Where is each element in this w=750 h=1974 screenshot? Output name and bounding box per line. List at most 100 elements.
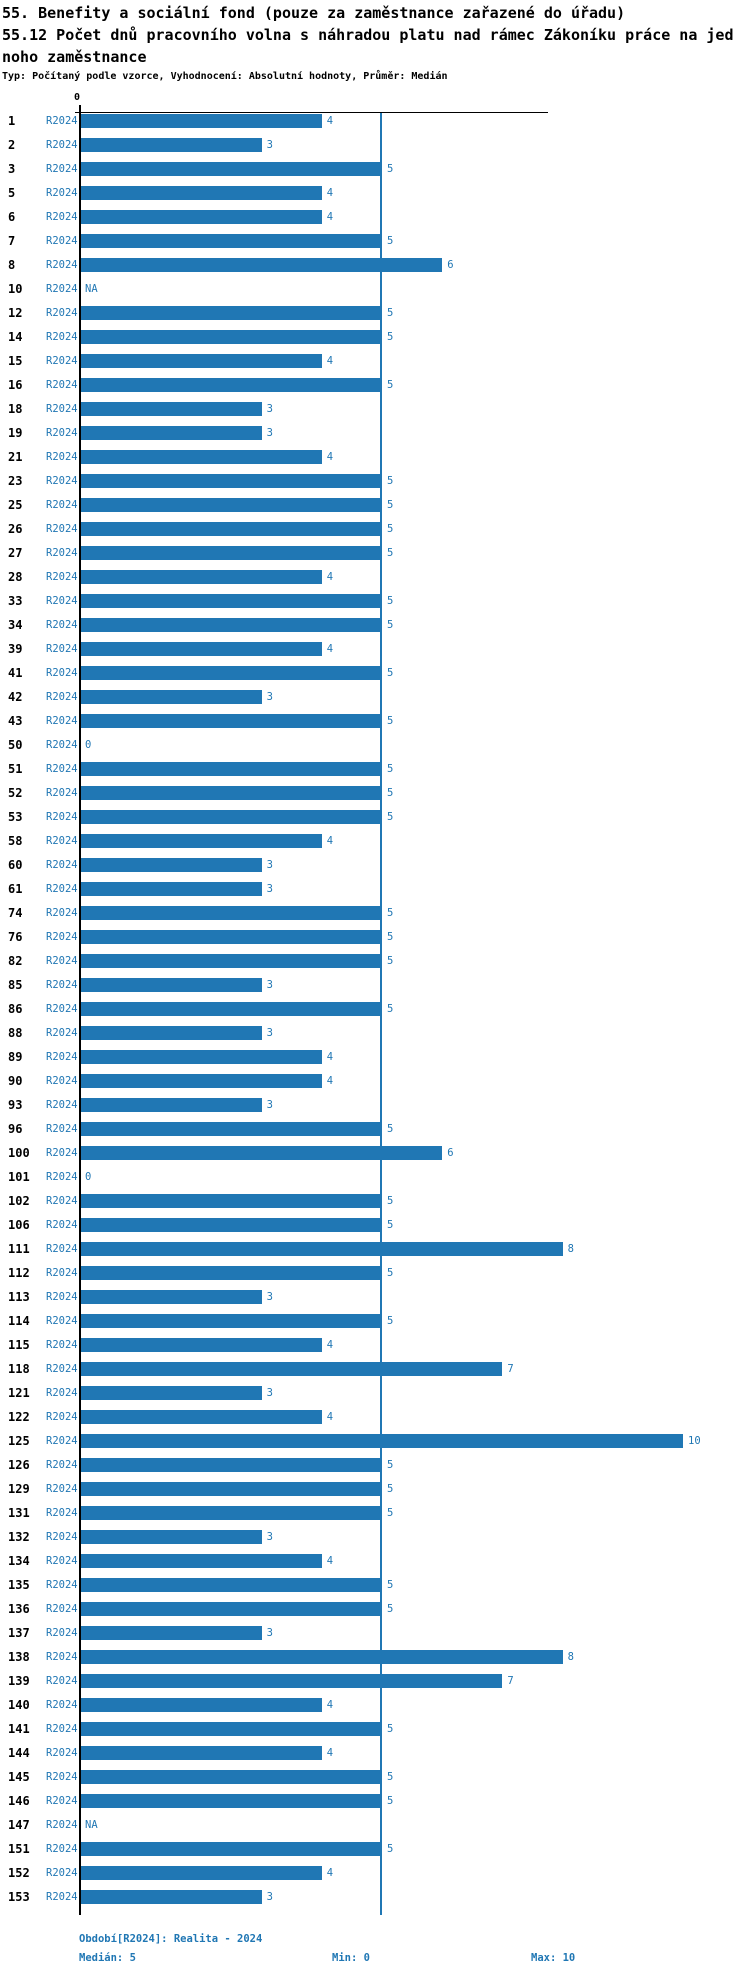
bar-row: 16 R2024 5 <box>0 373 750 397</box>
bar[interactable] <box>81 1482 382 1496</box>
bar[interactable] <box>81 546 382 560</box>
bar[interactable] <box>81 114 322 128</box>
bar[interactable] <box>81 858 262 872</box>
bar-value-label: 4 <box>326 211 334 223</box>
bar-row: 111 R2024 8 <box>0 1237 750 1261</box>
bar[interactable] <box>81 186 322 200</box>
bar-value-label: 3 <box>266 883 273 895</box>
row-period-label: R2024 <box>46 1387 78 1399</box>
bar[interactable] <box>81 1794 382 1808</box>
row-period-label: R2024 <box>46 1291 78 1303</box>
bar[interactable] <box>81 1338 322 1352</box>
bar[interactable] <box>81 162 382 176</box>
bar[interactable] <box>81 810 382 824</box>
bar[interactable] <box>81 354 322 368</box>
bar[interactable] <box>81 1554 322 1568</box>
bar[interactable] <box>81 1146 443 1160</box>
bar[interactable] <box>81 1458 382 1472</box>
bar[interactable] <box>81 762 382 776</box>
row-period-label: R2024 <box>46 1891 78 1903</box>
bar[interactable] <box>81 258 443 272</box>
bar[interactable] <box>81 1434 683 1448</box>
row-period-label: R2024 <box>46 379 78 391</box>
bar[interactable] <box>81 714 382 728</box>
bar[interactable] <box>81 1578 382 1592</box>
bar[interactable] <box>81 426 262 440</box>
row-id-label: 58 <box>8 834 23 848</box>
bar[interactable] <box>81 330 382 344</box>
bar-row: 152 R2024 4 <box>0 1861 750 1885</box>
bar[interactable] <box>81 1842 382 1856</box>
bar[interactable] <box>81 1650 563 1664</box>
bar[interactable] <box>81 978 262 992</box>
bar[interactable] <box>81 1722 382 1736</box>
row-period-label: R2024 <box>46 1027 78 1039</box>
row-id-label: 96 <box>8 1122 23 1136</box>
bar[interactable] <box>81 234 382 248</box>
bar[interactable] <box>81 570 322 584</box>
bar[interactable] <box>81 402 262 416</box>
bar[interactable] <box>81 618 382 632</box>
bar[interactable] <box>81 138 262 152</box>
bar[interactable] <box>81 1386 262 1400</box>
bar[interactable] <box>81 210 322 224</box>
bar[interactable] <box>81 834 322 848</box>
bar-value-label: 5 <box>387 595 394 607</box>
bar[interactable] <box>81 1002 382 1016</box>
row-id-label: 33 <box>8 594 23 608</box>
chart-subtitle-continued: noho zaměstnance <box>2 48 147 66</box>
row-id-label: 51 <box>8 762 23 776</box>
bar-row: 28 R2024 4 <box>0 565 750 589</box>
bar[interactable] <box>81 1218 382 1232</box>
bar[interactable] <box>81 594 382 608</box>
row-id-label: 114 <box>8 1314 30 1328</box>
row-id-label: 1 <box>8 114 16 128</box>
bar-row: 153 R2024 3 <box>0 1885 750 1909</box>
bar[interactable] <box>81 666 382 680</box>
bar[interactable] <box>81 1626 262 1640</box>
bar[interactable] <box>81 690 262 704</box>
bar[interactable] <box>81 954 382 968</box>
bar[interactable] <box>81 378 382 392</box>
bar[interactable] <box>81 906 382 920</box>
bar[interactable] <box>81 786 382 800</box>
bar-value-label: 3 <box>266 1291 273 1303</box>
bar[interactable] <box>81 1314 382 1328</box>
bar-value-label: 3 <box>266 859 273 871</box>
bar[interactable] <box>81 1362 503 1376</box>
bar[interactable] <box>81 450 322 464</box>
bar[interactable] <box>81 1290 262 1304</box>
bar[interactable] <box>81 1698 322 1712</box>
bar[interactable] <box>81 306 382 320</box>
bar[interactable] <box>81 1746 322 1760</box>
bar[interactable] <box>81 498 382 512</box>
bar[interactable] <box>81 1242 563 1256</box>
bar[interactable] <box>81 1122 382 1136</box>
bar[interactable] <box>81 1674 503 1688</box>
bar[interactable] <box>81 882 262 896</box>
bar[interactable] <box>81 1410 322 1424</box>
bar[interactable] <box>81 1026 262 1040</box>
bar[interactable] <box>81 1098 262 1112</box>
row-id-label: 10 <box>8 282 23 296</box>
bar[interactable] <box>81 1050 322 1064</box>
bar[interactable] <box>81 522 382 536</box>
bar[interactable] <box>81 1890 262 1904</box>
row-period-label: R2024 <box>46 1699 78 1711</box>
bar[interactable] <box>81 1074 322 1088</box>
bar[interactable] <box>81 1602 382 1616</box>
bar[interactable] <box>81 1194 382 1208</box>
bar-row: 126 R2024 5 <box>0 1453 750 1477</box>
row-id-label: 134 <box>8 1554 30 1568</box>
row-period-label: R2024 <box>46 139 78 151</box>
bar[interactable] <box>81 1770 382 1784</box>
bar[interactable] <box>81 1866 322 1880</box>
bar[interactable] <box>81 474 382 488</box>
bar[interactable] <box>81 1530 262 1544</box>
bar[interactable] <box>81 642 322 656</box>
bar[interactable] <box>81 930 382 944</box>
bar[interactable] <box>81 1506 382 1520</box>
bar[interactable] <box>81 1266 382 1280</box>
bar-value-label: 5 <box>387 1003 394 1015</box>
